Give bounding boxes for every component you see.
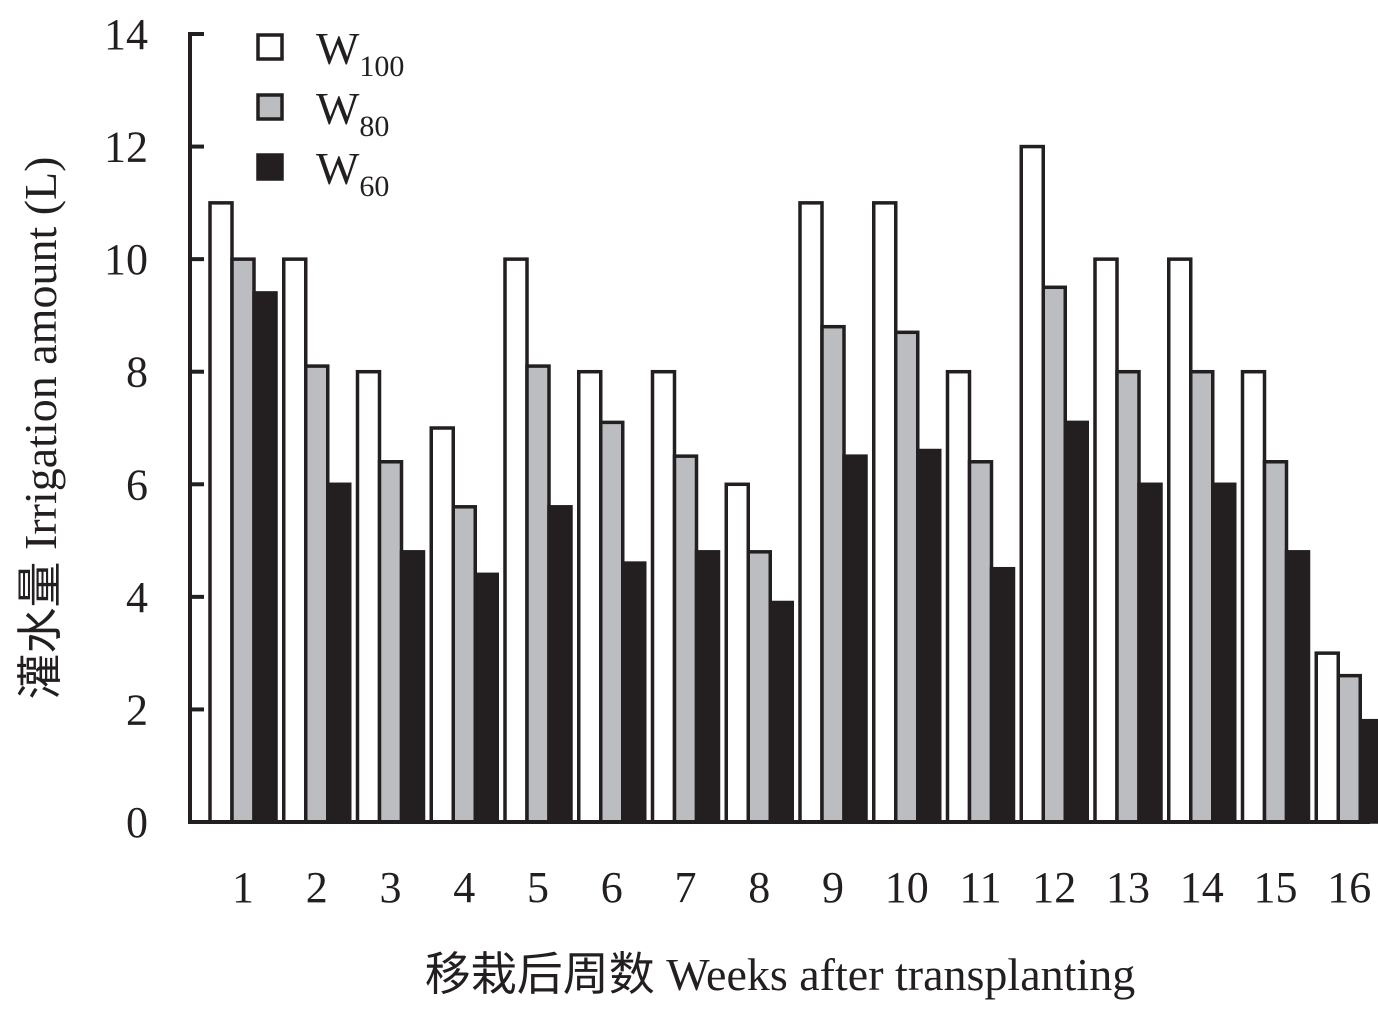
legend-label-main: W <box>316 143 360 194</box>
bar-week-15-w100 <box>1240 369 1267 824</box>
bar-week-1-w80 <box>230 257 256 824</box>
bar-week-9-w100 <box>798 201 824 824</box>
x-tick-label: 7 <box>675 863 697 912</box>
legend-label-subscript: 100 <box>359 50 404 83</box>
bar-week-5-w60 <box>547 505 573 824</box>
bar-week-12-w60 <box>1063 420 1089 824</box>
bar-week-6-w80 <box>599 420 625 824</box>
x-tick-label: 2 <box>306 863 328 912</box>
bar-week-14-w60 <box>1211 482 1237 824</box>
legend-label-w60: W60 <box>316 143 389 203</box>
legend-label-w80: W80 <box>316 83 389 143</box>
bar-week-2-w80 <box>304 364 330 824</box>
x-tick-label: 5 <box>527 863 549 912</box>
x-tick-label: 1 <box>232 863 254 912</box>
legend-swatch-w80 <box>256 93 284 121</box>
legend-swatch-w100 <box>256 33 284 61</box>
bar-week-1-w100 <box>208 201 234 824</box>
legend-label-subscript: 60 <box>359 170 389 203</box>
bar-week-7-w60 <box>694 550 721 824</box>
bar-week-7-w80 <box>672 454 699 824</box>
bar-week-10-w100 <box>872 201 898 824</box>
bar-week-6-w100 <box>577 369 603 824</box>
legend-label-w100: W100 <box>316 23 404 83</box>
x-tick-label: 16 <box>1327 863 1371 912</box>
y-tick-label: 14 <box>104 10 148 59</box>
bar-week-5-w80 <box>525 364 551 824</box>
bar-week-3-w60 <box>399 550 426 824</box>
bar-week-11-w80 <box>967 460 994 824</box>
bar-week-2-w60 <box>326 482 352 824</box>
bar-week-13-w80 <box>1115 369 1141 824</box>
bar-week-16-w80 <box>1336 673 1362 824</box>
bar-week-14-w80 <box>1189 369 1215 824</box>
bar-week-8-w100 <box>724 482 750 824</box>
bar-week-11-w100 <box>945 369 972 824</box>
legend-label-main: W <box>316 83 360 134</box>
bar-week-14-w100 <box>1167 257 1193 824</box>
bar-week-12-w100 <box>1019 144 1045 824</box>
bar-week-16-w100 <box>1314 651 1340 824</box>
y-tick-label: 4 <box>126 573 148 622</box>
x-tick-label: 8 <box>748 863 770 912</box>
bar-week-15-w80 <box>1262 460 1289 824</box>
bar-week-3-w80 <box>377 460 404 824</box>
y-tick-label: 2 <box>126 685 148 734</box>
legend-label-subscript: 80 <box>359 110 389 143</box>
y-tick-label: 6 <box>126 460 148 509</box>
x-tick-label: 12 <box>1032 863 1076 912</box>
bar-week-9-w80 <box>820 324 846 824</box>
bar-week-2-w100 <box>282 257 308 824</box>
x-tick-label: 11 <box>959 863 1001 912</box>
x-tick-label: 3 <box>380 863 402 912</box>
y-tick-label: 12 <box>104 123 148 172</box>
y-axis-title: 灌水量 Irrigation amount (L) <box>15 157 66 700</box>
bar-week-15-w60 <box>1284 550 1311 824</box>
bar-week-13-w60 <box>1137 482 1163 824</box>
bar-week-4-w80 <box>451 505 477 824</box>
bar-week-3-w100 <box>355 369 382 824</box>
bars-layer <box>208 144 1378 824</box>
bar-week-8-w60 <box>768 600 794 824</box>
bar-week-4-w60 <box>473 572 499 824</box>
y-tick-label: 8 <box>126 348 148 397</box>
legend-label-main: W <box>316 23 360 74</box>
bar-week-9-w60 <box>842 454 868 824</box>
y-tick-label: 10 <box>104 235 148 284</box>
bar-week-13-w100 <box>1093 257 1119 824</box>
x-tick-label: 9 <box>822 863 844 912</box>
bar-week-16-w60 <box>1358 718 1378 824</box>
bar-week-6-w60 <box>621 561 647 824</box>
x-tick-label: 13 <box>1106 863 1150 912</box>
bar-week-10-w60 <box>916 448 942 824</box>
x-tick-label: 15 <box>1254 863 1298 912</box>
y-tick-label: 0 <box>126 798 148 847</box>
legend-swatch-w60 <box>256 153 284 181</box>
axes-layer <box>188 32 1370 824</box>
bar-week-8-w80 <box>746 550 772 824</box>
x-tick-label: 10 <box>885 863 929 912</box>
bar-week-11-w60 <box>989 566 1016 824</box>
x-tick-label: 6 <box>601 863 623 912</box>
bar-week-10-w80 <box>894 330 920 824</box>
x-tick-label: 4 <box>453 863 475 912</box>
x-tick-label: 14 <box>1180 863 1224 912</box>
bar-week-12-w80 <box>1041 285 1067 824</box>
bar-week-4-w100 <box>429 426 455 824</box>
bar-week-5-w100 <box>503 257 529 824</box>
x-axis-title: 移栽后周数 Weeks after transplanting <box>425 949 1135 1000</box>
bar-week-7-w100 <box>650 369 677 824</box>
bar-week-1-w60 <box>252 291 278 824</box>
